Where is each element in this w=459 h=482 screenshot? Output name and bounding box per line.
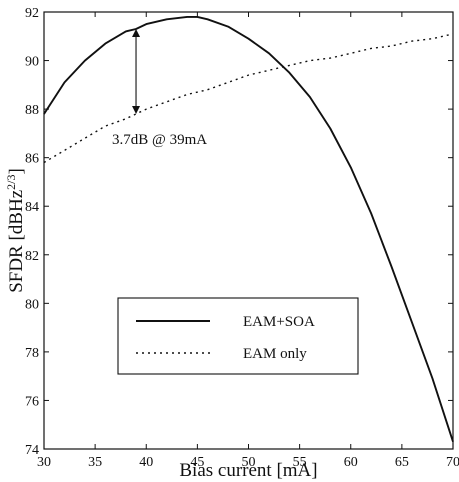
y-tick-label: 80 bbox=[25, 297, 39, 312]
series-line-eam-only bbox=[43, 33, 454, 164]
y-tick-label: 88 bbox=[25, 103, 39, 118]
annotation-label: 3.7dB @ 39mA bbox=[112, 132, 207, 148]
x-axis-ticks: 30 35 40 45 50 55 60 65 70 bbox=[37, 12, 459, 470]
plot-frame bbox=[43, 11, 454, 450]
x-tick-label: 45 bbox=[190, 455, 204, 470]
y-tick-label: 92 bbox=[25, 6, 39, 21]
y-tick-label: 90 bbox=[25, 55, 39, 70]
x-axis-label: Bias current [mA] bbox=[179, 460, 317, 481]
legend-label: EAM+SOA bbox=[243, 314, 315, 330]
legend-label: EAM only bbox=[243, 346, 307, 362]
legend: EAM+SOA EAM only bbox=[117, 297, 359, 375]
y-tick-label: 86 bbox=[25, 152, 39, 167]
y-tick-label: 78 bbox=[25, 346, 39, 361]
x-tick-label: 55 bbox=[293, 455, 307, 470]
series-line-eam-soa bbox=[43, 15, 454, 442]
y-tick-label: 74 bbox=[25, 443, 39, 458]
x-tick-label: 70 bbox=[446, 455, 459, 470]
y-tick-label: 82 bbox=[25, 249, 39, 264]
x-tick-label: 65 bbox=[395, 455, 409, 470]
annotation-arrowhead-top bbox=[132, 28, 141, 37]
y-axis-label-end: ] bbox=[6, 168, 27, 174]
x-tick-label: 60 bbox=[344, 455, 358, 470]
y-axis-label-main: SFDR [dBHz bbox=[6, 190, 27, 293]
legend-box bbox=[117, 297, 359, 375]
y-tick-label: 84 bbox=[25, 200, 39, 215]
y-tick-label: 76 bbox=[25, 394, 39, 409]
annotation-layer: 3.7dB @ 39mA bbox=[112, 28, 207, 148]
x-tick-label: 35 bbox=[88, 455, 102, 470]
y-axis-label: SFDR [dBHz2/3] bbox=[4, 168, 27, 293]
series-layer bbox=[43, 15, 454, 442]
x-tick-label: 30 bbox=[37, 455, 51, 470]
y-axis-ticks: 74 76 78 80 82 84 86 88 90 92 bbox=[25, 6, 453, 458]
y-axis-label-superscript: 2/3 bbox=[4, 175, 18, 190]
x-tick-label: 50 bbox=[242, 455, 256, 470]
annotation-arrowhead-bottom bbox=[132, 105, 141, 114]
x-tick-label: 40 bbox=[139, 455, 153, 470]
